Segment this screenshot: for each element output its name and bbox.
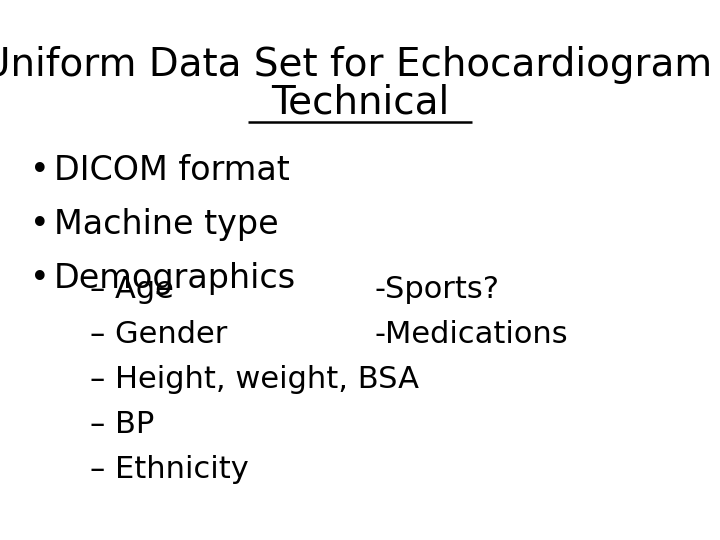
Text: Technical: Technical <box>271 84 449 122</box>
Text: – Gender: – Gender <box>90 320 228 349</box>
Text: -Medications: -Medications <box>374 320 568 349</box>
Text: Uniform Data Set for Echocardiogram -: Uniform Data Set for Echocardiogram - <box>0 46 720 84</box>
Text: DICOM format: DICOM format <box>54 154 289 187</box>
Text: -Sports?: -Sports? <box>374 275 500 305</box>
Text: Demographics: Demographics <box>54 262 296 295</box>
Text: – Age: – Age <box>90 275 174 305</box>
Text: – BP: – BP <box>90 410 154 439</box>
Text: •: • <box>30 154 50 187</box>
Text: •: • <box>30 208 50 241</box>
Text: •: • <box>30 262 50 295</box>
Text: – Height, weight, BSA: – Height, weight, BSA <box>90 365 419 394</box>
Text: – Ethnicity: – Ethnicity <box>90 455 248 484</box>
Text: Machine type: Machine type <box>54 208 279 241</box>
